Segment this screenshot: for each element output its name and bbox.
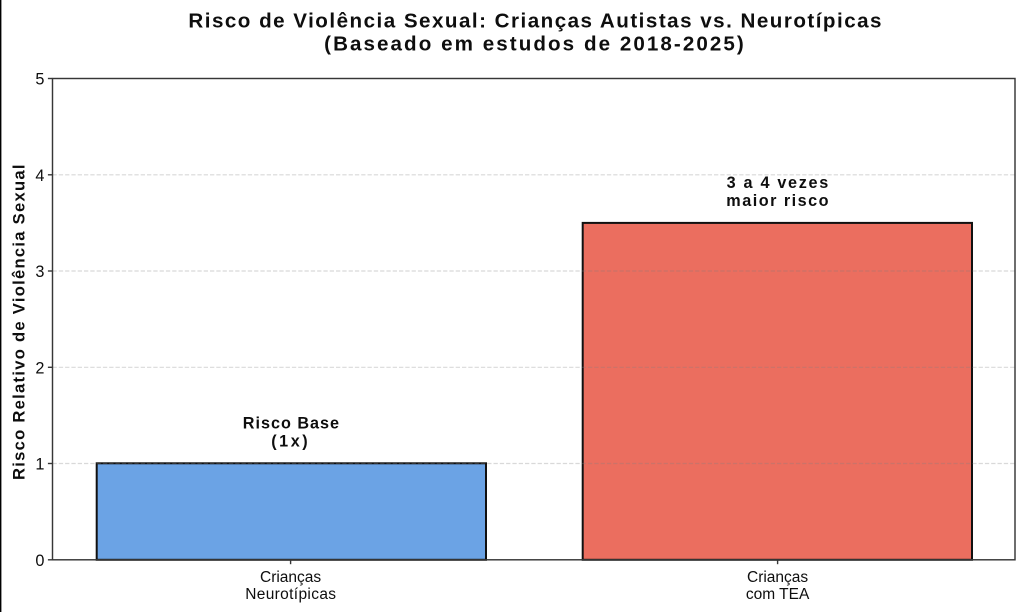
svg-text:maior risco: maior risco	[726, 192, 830, 210]
svg-text:3: 3	[35, 263, 44, 281]
svg-text:Risco de Violência Sexual: Cri: Risco de Violência Sexual: Crianças Auti…	[188, 10, 883, 33]
svg-text:Crianças: Crianças	[747, 569, 808, 586]
svg-text:Neurotípicas: Neurotípicas	[245, 586, 336, 603]
svg-text:1: 1	[35, 456, 44, 474]
svg-text:2: 2	[35, 359, 44, 377]
svg-text:com TEA: com TEA	[746, 586, 810, 603]
svg-text:5: 5	[35, 71, 44, 89]
svg-text:0: 0	[35, 552, 44, 570]
svg-text:Crianças: Crianças	[260, 569, 321, 586]
svg-text:(Baseado em estudos de 2018-20: (Baseado em estudos de 2018-2025)	[324, 32, 746, 55]
svg-text:3 a 4 vezes: 3 a 4 vezes	[727, 174, 830, 192]
svg-text:Risco Base: Risco Base	[243, 414, 340, 432]
svg-text:(1x): (1x)	[271, 432, 310, 450]
svg-text:Risco Relativo de Violência Se: Risco Relativo de Violência Sexual	[9, 163, 28, 480]
svg-text:4: 4	[35, 167, 44, 185]
